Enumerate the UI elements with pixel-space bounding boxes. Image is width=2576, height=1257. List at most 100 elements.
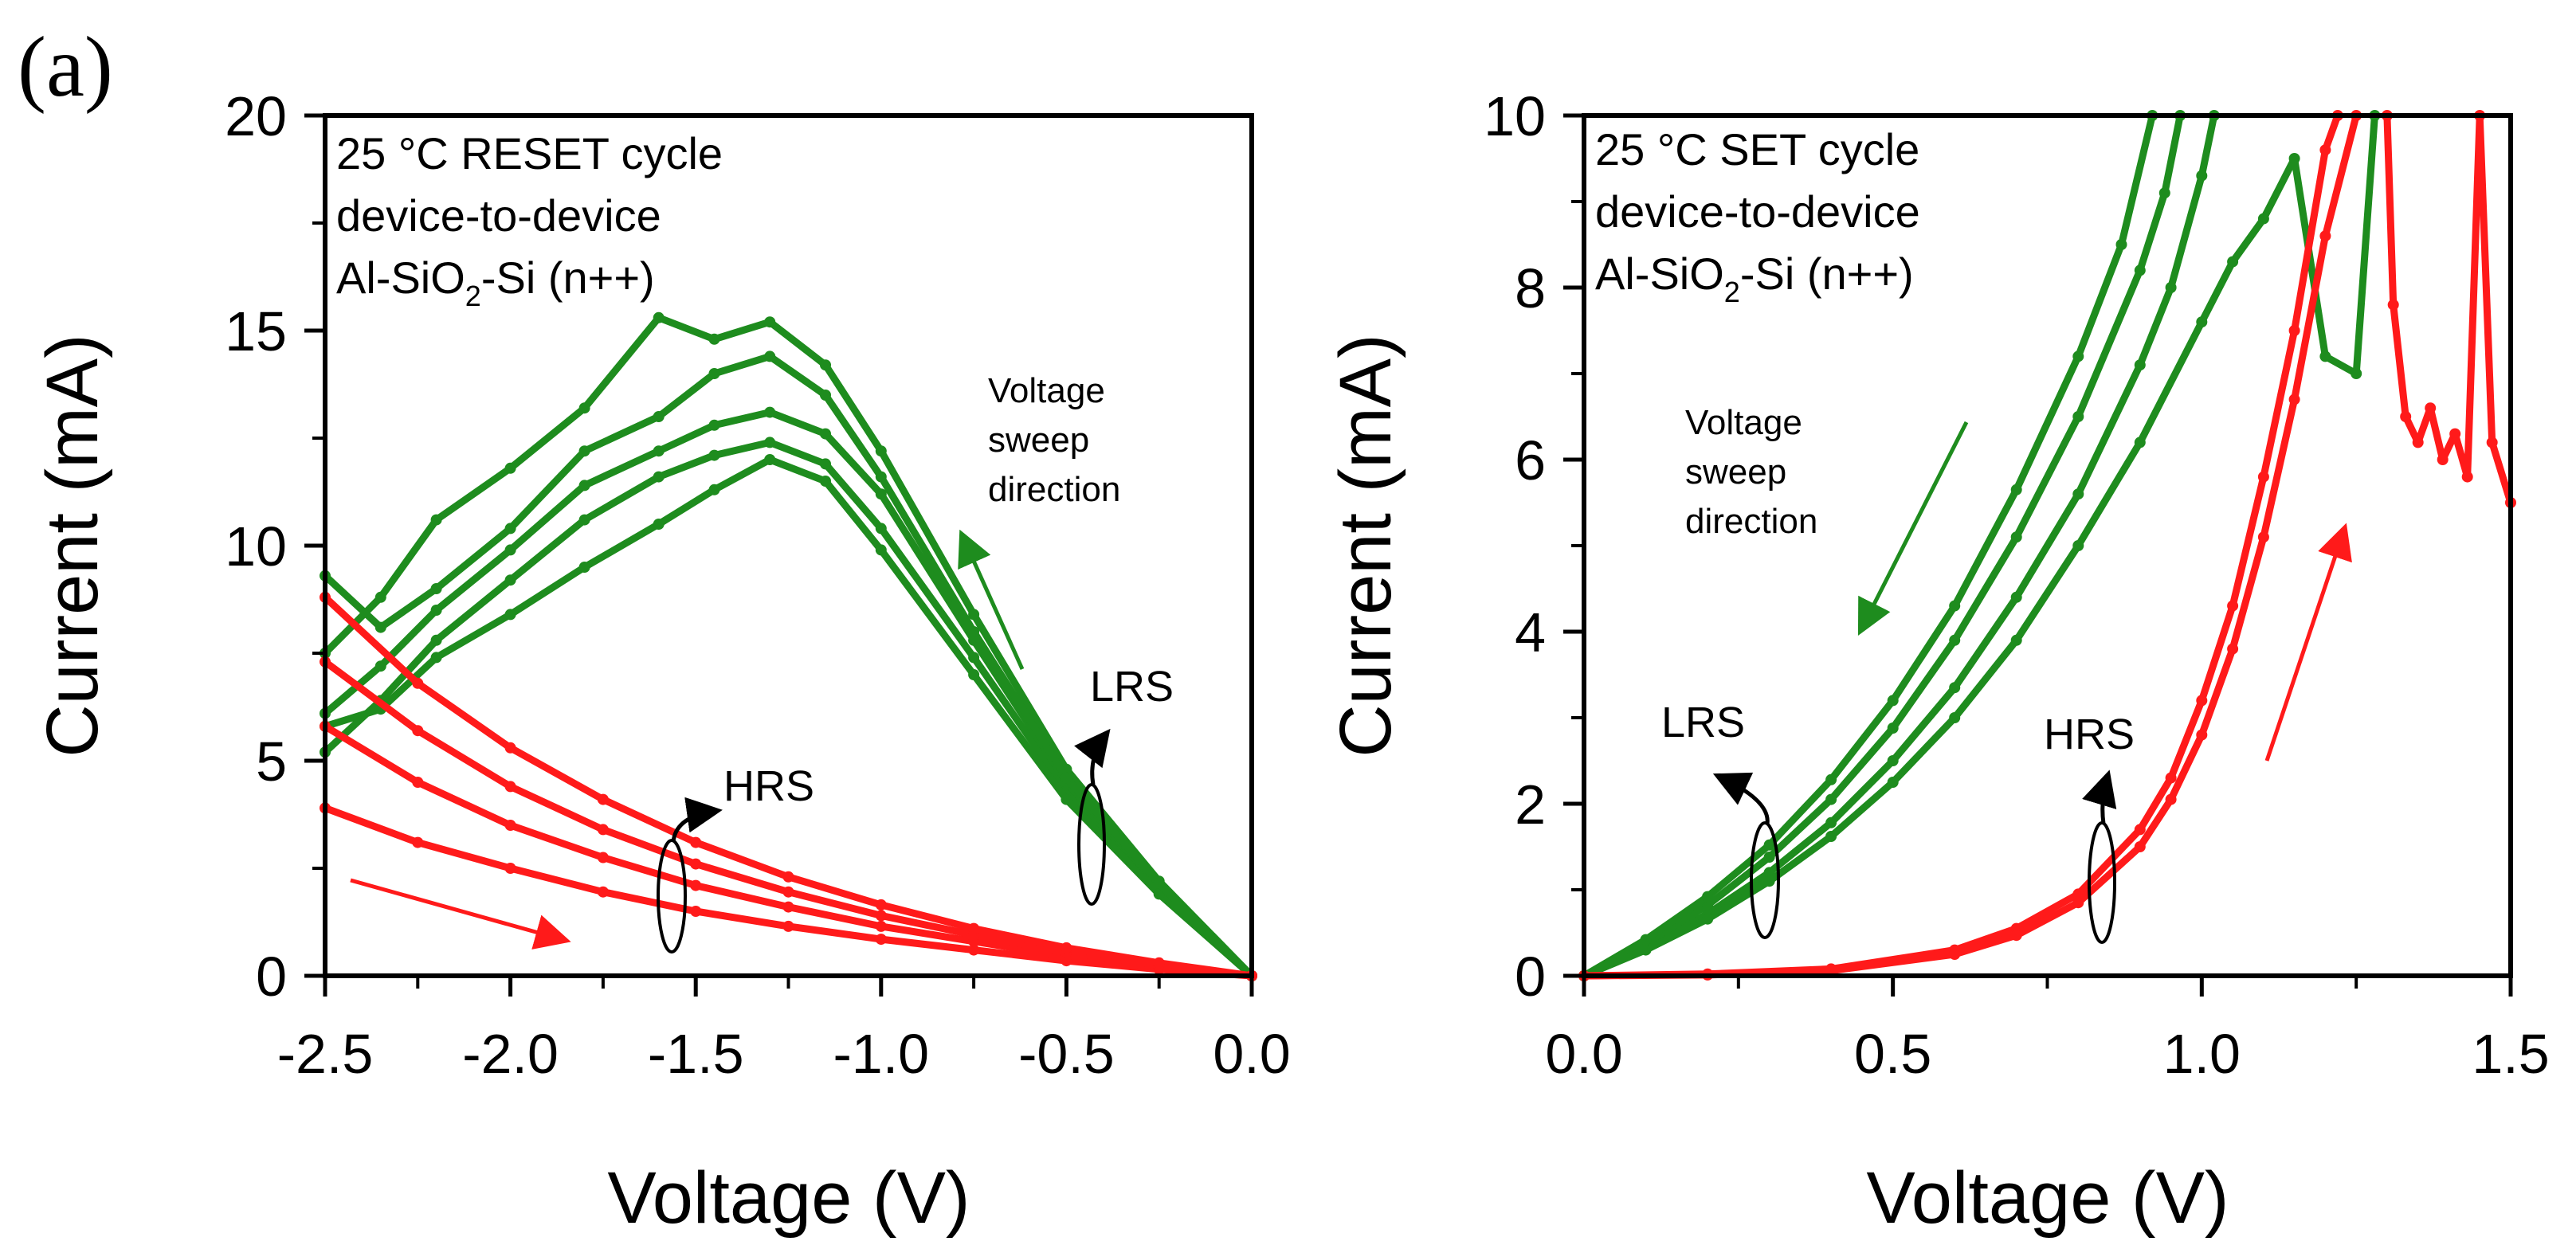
set-series-3-point xyxy=(2196,316,2208,328)
set-series-4-point xyxy=(2319,144,2331,156)
set-series-6-point xyxy=(2449,428,2461,440)
set-lrs-label: LRS xyxy=(1661,699,1745,746)
reset-series-6-point xyxy=(875,920,887,932)
reset-series-4-point xyxy=(1153,877,1165,889)
set-series-4-point xyxy=(2227,600,2239,612)
reset-lrs-label: LRS xyxy=(1090,663,1174,711)
reset-series-3-point xyxy=(1061,793,1072,805)
reset-material-pre: Al-SiO xyxy=(336,253,465,303)
reset-y-tick-label: 15 xyxy=(225,300,287,362)
set-series-4-point xyxy=(2196,695,2208,707)
reset-lrs-arrow xyxy=(1074,728,1111,785)
reset-material-label: Al-SiO2-Si (n++) xyxy=(336,253,655,312)
reset-hrs-label: HRS xyxy=(723,762,814,810)
reset-series-6-point xyxy=(412,777,424,788)
reset-y-tick-label: 20 xyxy=(225,85,287,147)
reset-series-2-point xyxy=(430,514,442,526)
reset-tick-labels: -2.5 -2.0 -1.5 -1.0 -0.5 0.0 0 5 10 15 20 xyxy=(225,85,1291,1085)
set-series-3-point xyxy=(1949,712,1961,723)
set-series-line-4 xyxy=(1583,114,2342,980)
reset-series-7-point xyxy=(412,725,424,737)
set-series-0-point xyxy=(2134,359,2146,371)
reset-series-1-point xyxy=(578,480,590,491)
reset-y-axis-title: Current (mA) xyxy=(32,334,113,758)
set-series-2-point xyxy=(1702,891,1714,903)
reset-series-5-point xyxy=(875,934,887,946)
reset-x-tick-label: -2.5 xyxy=(277,1023,374,1085)
reset-x-axis-title: Voltage (V) xyxy=(607,1157,970,1239)
set-material-label: Al-SiO2-Si (n++) xyxy=(1595,249,1914,308)
set-series-1-point xyxy=(1949,634,1961,646)
set-series-5-point xyxy=(2196,729,2208,741)
set-series-line-2 xyxy=(1582,114,2156,979)
reset-series-3-point xyxy=(968,669,980,680)
reset-series-8-point xyxy=(690,836,702,848)
set-series-0-point xyxy=(2072,488,2084,500)
reset-series-3-point xyxy=(764,454,776,465)
set-series-2-point xyxy=(1949,600,1961,612)
set-series-3-point xyxy=(2010,634,2022,646)
reset-series-0-point xyxy=(764,437,776,448)
set-series-2-point xyxy=(1640,934,1652,946)
reset-series-1-point xyxy=(875,488,887,500)
reset-series-2-point xyxy=(820,359,831,371)
set-series-2-point xyxy=(2115,239,2127,250)
set-hrs-label: HRS xyxy=(2044,711,2135,758)
set-series-1-point xyxy=(1887,722,1899,734)
reset-series-8-point xyxy=(504,742,516,754)
reset-series-2-point xyxy=(708,333,720,345)
set-series-5-point xyxy=(2010,930,2022,942)
reset-series-6-point xyxy=(597,852,609,863)
reset-series-0-point xyxy=(820,458,831,470)
reset-series-6-point xyxy=(690,879,702,891)
reset-series-0-point xyxy=(708,449,720,461)
reset-series-3-point xyxy=(1153,888,1165,900)
set-series-line-3 xyxy=(1582,115,2378,980)
reset-x-tick-label: 0.0 xyxy=(1213,1023,1290,1085)
set-x-tick-label: 0.5 xyxy=(1854,1023,1931,1085)
reset-series-0-point xyxy=(430,634,442,646)
reset-plot-frame xyxy=(323,113,1254,978)
reset-series-1-point xyxy=(764,406,776,418)
reset-series-line-3 xyxy=(323,456,1254,979)
reset-series-8-point xyxy=(1061,942,1072,954)
set-series-4-point xyxy=(2134,824,2146,836)
set-series-2-point xyxy=(2072,350,2084,362)
reset-series-4-point xyxy=(820,390,831,401)
reset-x-tick-label: -1.5 xyxy=(648,1023,744,1085)
set-series-4-point xyxy=(2257,471,2269,483)
reset-series-3-point xyxy=(708,484,720,495)
set-series-2-point xyxy=(1825,773,1837,785)
reset-series-5-point xyxy=(504,863,516,874)
reset-series-5-point xyxy=(412,836,424,848)
reset-series-7-point xyxy=(597,824,609,836)
set-series-6-point xyxy=(2387,299,2399,311)
set-x-axis-title: Voltage (V) xyxy=(1866,1157,2229,1239)
set-series-3-point xyxy=(2227,256,2239,268)
reset-series-line-4 xyxy=(322,352,1255,979)
reset-series-0-point xyxy=(504,574,516,586)
set-x-tick-label: 1.0 xyxy=(2163,1023,2241,1085)
reset-series-8-point xyxy=(597,793,609,805)
set-info-line-2: device-to-device xyxy=(1595,186,1920,237)
set-material-pre: Al-SiO xyxy=(1595,249,1724,299)
set-series-5-point xyxy=(2257,531,2269,543)
set-sweep-line-2: sweep xyxy=(1685,452,1786,491)
set-y-tick-label: 0 xyxy=(1515,946,1546,1008)
reset-series-2-point xyxy=(653,311,665,323)
set-material-post: -Si (n++) xyxy=(1740,249,1914,299)
set-red-direction-arrow xyxy=(2264,523,2352,762)
reset-series-4-point xyxy=(875,471,887,483)
reset-series-3-point xyxy=(820,476,831,487)
reset-series-6-point xyxy=(782,901,794,913)
reset-series-4-point xyxy=(374,621,386,633)
set-series-3-point xyxy=(1825,831,1837,842)
set-series-1-point xyxy=(1763,852,1775,863)
reset-series-5-point xyxy=(782,920,794,932)
set-tick-labels: 0.0 0.5 1.0 1.5 0 2 4 6 8 10 xyxy=(1484,85,2550,1085)
set-series-0-point xyxy=(2165,282,2177,293)
reset-tick-group xyxy=(304,113,1254,997)
reset-series-4-point xyxy=(708,368,720,379)
set-series-2-point xyxy=(1763,839,1775,851)
reset-y-tick-label: 0 xyxy=(256,946,287,1008)
